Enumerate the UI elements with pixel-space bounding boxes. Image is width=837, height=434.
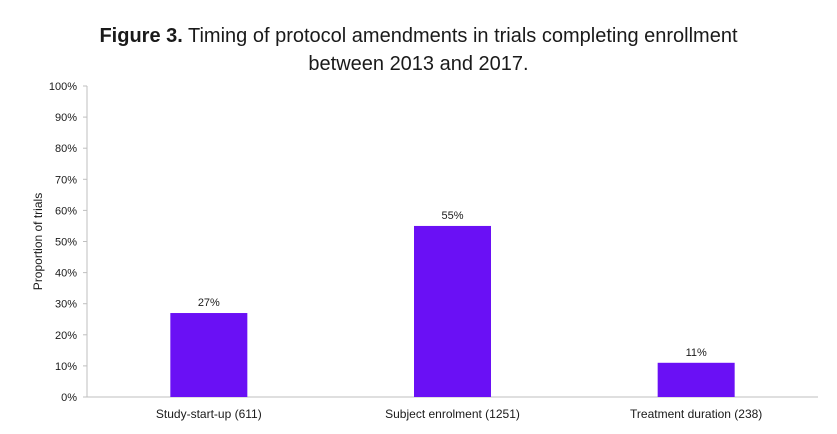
y-axis-title: Proportion of trials — [31, 193, 45, 290]
data-label: 55% — [441, 210, 463, 222]
data-label: 11% — [686, 347, 707, 359]
category-label: Study-start-up (611) — [156, 407, 262, 421]
y-tick-label: 0% — [61, 392, 77, 404]
y-tick-label: 100% — [49, 81, 77, 93]
bar — [170, 313, 248, 397]
title-text-line1: Timing of protocol amendments in trials … — [188, 25, 738, 47]
category-label: Treatment duration (238) — [630, 407, 762, 421]
y-tick-label: 60% — [55, 205, 77, 217]
y-tick-label: 70% — [55, 174, 77, 186]
bar — [414, 225, 491, 397]
y-tick-label: 10% — [55, 361, 77, 373]
y-tick-label: 20% — [55, 330, 77, 342]
title-prefix: Figure 3. — [99, 25, 183, 47]
chart-title: Figure 3. Timing of protocol amendments … — [0, 22, 837, 78]
data-label: 27% — [198, 297, 220, 309]
y-tick-label: 90% — [55, 112, 77, 124]
y-tick-label: 40% — [55, 268, 77, 280]
y-tick-label: 30% — [55, 299, 77, 311]
category-label: Subject enrolment (1251) — [385, 407, 520, 421]
bar — [657, 362, 735, 397]
title-text-line2: between 2013 and 2017. — [308, 53, 529, 75]
y-tick-label: 50% — [55, 237, 77, 249]
y-tick-label: 80% — [55, 143, 77, 155]
